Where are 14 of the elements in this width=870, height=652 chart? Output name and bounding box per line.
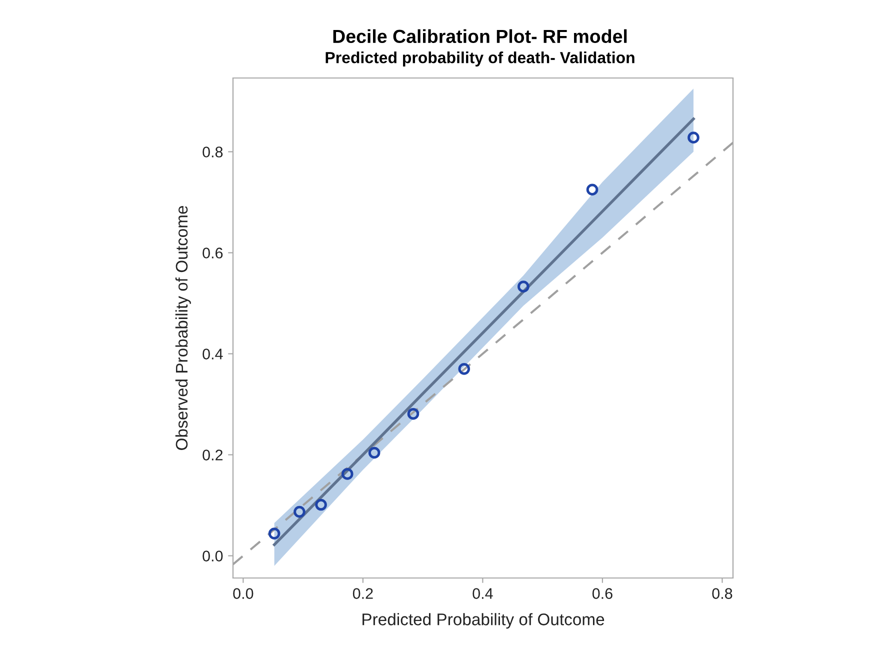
y-tick-label: 0.8 (202, 146, 223, 158)
y-tick-label: 0.0 (202, 550, 223, 562)
y-tick-label: 0.4 (202, 348, 223, 360)
chart-title: Decile Calibration Plot- RF model (333, 29, 627, 44)
x-tick-label: 0.4 (472, 588, 493, 599)
y-tick-label: 0.2 (202, 450, 223, 460)
y-axis-title: Observed Probability of Outcome (175, 206, 191, 450)
x-tick-label: 0.8 (712, 588, 732, 599)
chart-subtitle: Predicted probability of death- Validation (326, 52, 634, 66)
x-tick-label: 0.6 (592, 588, 612, 599)
x-tick-label: 0.0 (233, 588, 254, 599)
x-axis-title: Predicted Probability of Outcome (362, 613, 604, 629)
x-tick-label: 0.2 (352, 588, 373, 599)
y-tick-label: 0.6 (202, 248, 223, 258)
